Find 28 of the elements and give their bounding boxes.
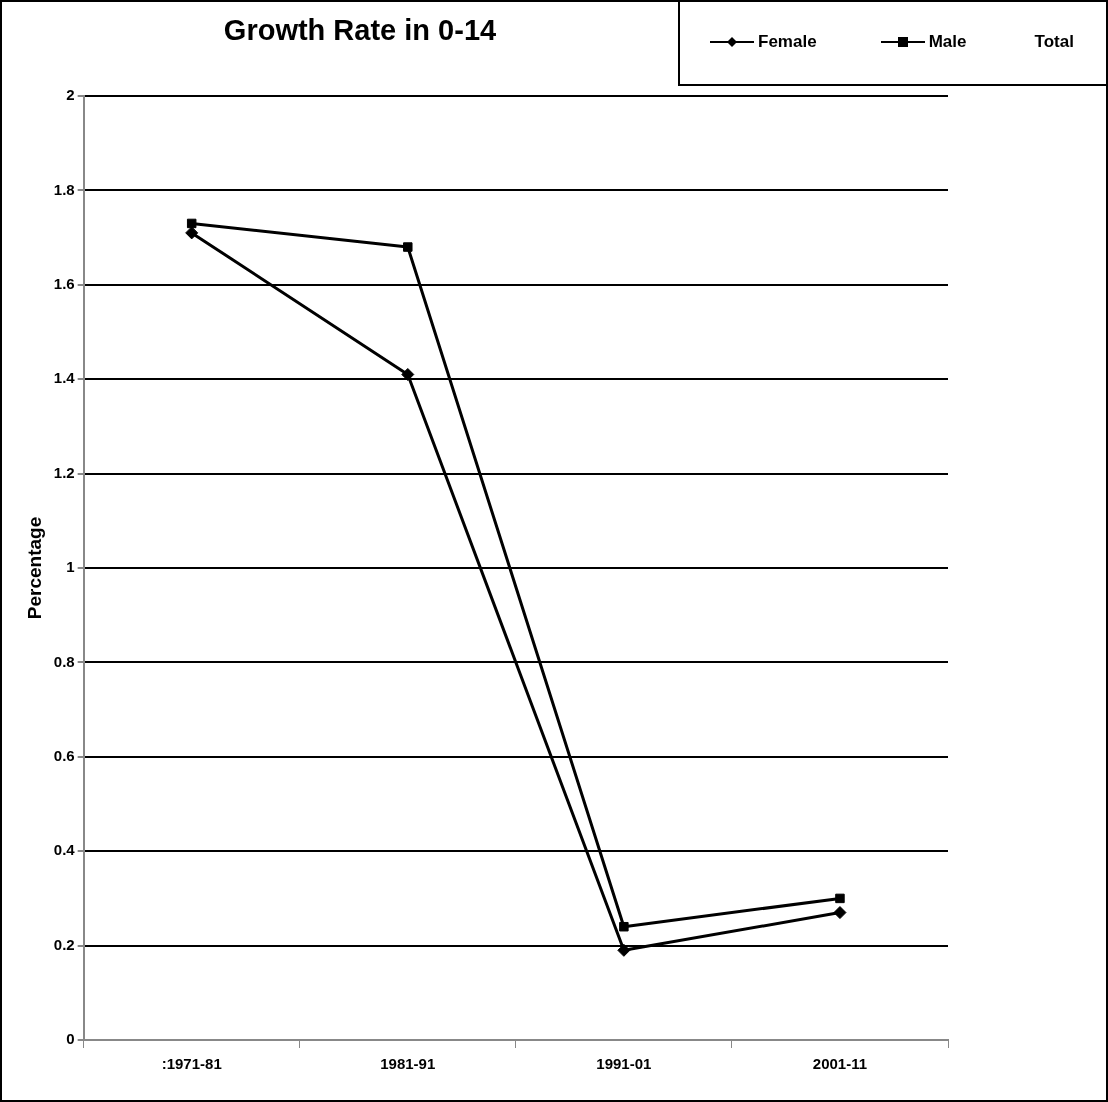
y-axis-title: Percentage [23,516,45,620]
y-tick-label: 1.2 [53,463,75,481]
y-tick-label: 0.2 [53,935,75,953]
point [617,943,631,957]
y-tick-label: 0.4 [53,841,76,859]
point [186,218,197,229]
y-tick-label: 1.6 [53,274,75,292]
point [835,893,845,904]
y-tick-label: 0.8 [53,652,75,670]
x-tick-label: 1981-91 [380,1055,436,1073]
y-tick-label: 1 [66,558,75,576]
x-tick-label: 1991-01 [596,1055,652,1073]
x-tick-label: 2001-11 [812,1055,868,1073]
point [185,226,199,240]
y-tick-label: 0 [66,1030,75,1048]
legend-label: Female [758,32,817,52]
y-tick-label: 2 [66,86,75,104]
x-tick-label: :1971-81 [161,1055,222,1073]
point [401,367,415,381]
text: Total [1034,32,1074,52]
point [619,921,629,932]
point [403,242,413,252]
y-tick-label: 1.8 [53,180,75,198]
y-tick-label: 1.4 [53,369,76,387]
legend-label: Male [928,32,967,52]
point [833,906,847,920]
chart-title: Growth Rate in 0-14 [222,14,498,47]
y-tick-label: 0.6 [53,746,75,764]
